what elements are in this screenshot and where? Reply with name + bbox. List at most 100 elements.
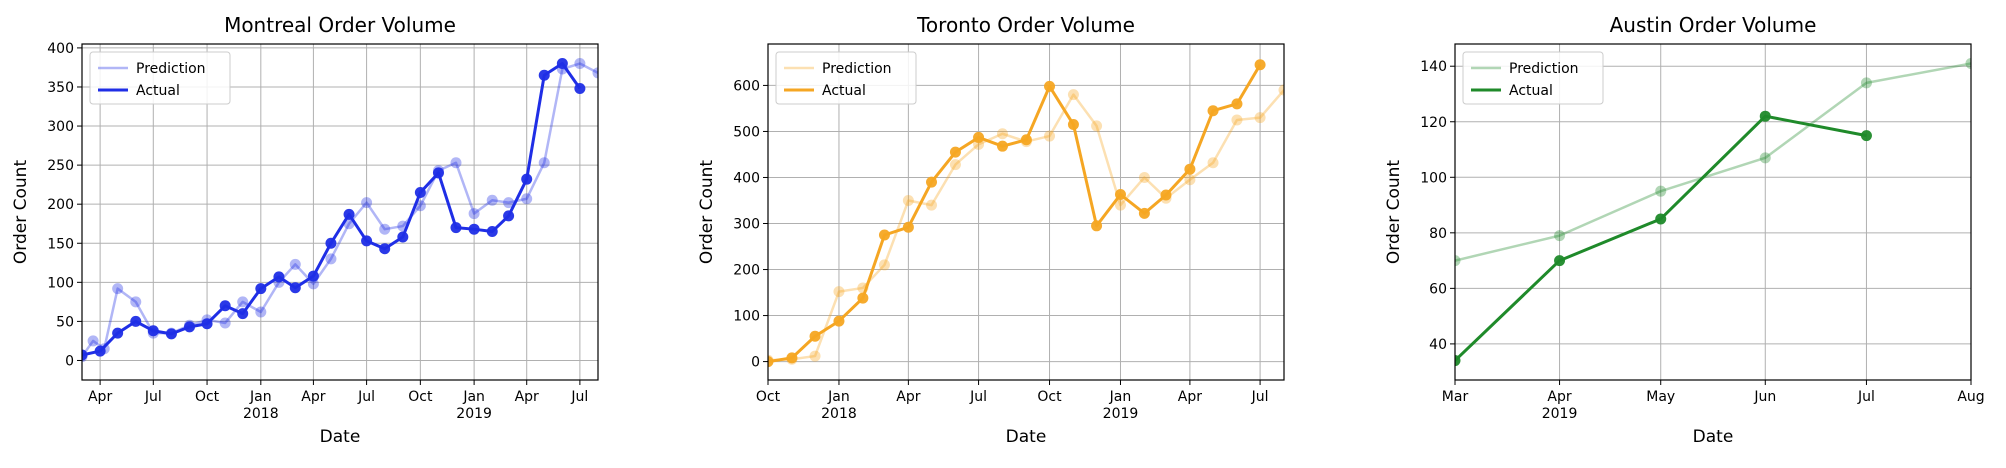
chart-1-series-actual-point bbox=[1091, 220, 1103, 232]
chart-0-series-prediction-point bbox=[87, 335, 99, 347]
chart-0-xtick-label: Jul bbox=[570, 389, 588, 405]
chart-1-ytick-label: 100 bbox=[733, 309, 760, 325]
chart-0-xtick-label: Oct bbox=[408, 389, 433, 405]
chart-0-series-prediction-point bbox=[255, 306, 267, 318]
chart-0-series-actual-line bbox=[82, 62, 582, 357]
chart-1-xtick-year-label: 2018 bbox=[821, 406, 857, 422]
chart-2-series-actual-point bbox=[1655, 213, 1667, 225]
chart-1-series-actual-point bbox=[768, 356, 774, 368]
chart-1-xtick-label: Jul bbox=[969, 389, 987, 405]
chart-0-ytick-label: 100 bbox=[47, 275, 74, 291]
chart-1-xtick-label: Oct bbox=[1037, 389, 1062, 405]
chart-0-series-actual-point bbox=[486, 226, 498, 238]
chart-0-series-prediction-point bbox=[289, 258, 301, 270]
chart-0-series-actual-point bbox=[219, 300, 231, 312]
chart-1-series-prediction-point bbox=[1138, 171, 1150, 183]
chart-0-series-prediction-point bbox=[450, 157, 462, 169]
chart-0-series-prediction-point bbox=[237, 296, 249, 308]
chart-1-plot-area bbox=[768, 59, 1284, 368]
chart-0-ytick-label: 150 bbox=[47, 236, 74, 252]
chart-0-title: Montreal Order Volume bbox=[224, 13, 456, 37]
chart-1-ytick-label: 500 bbox=[733, 124, 760, 140]
chart-0-series-actual-point bbox=[556, 58, 568, 70]
chart-1-series-actual-point bbox=[949, 146, 961, 158]
chart-1-xtick-year-label: 2019 bbox=[1103, 406, 1139, 422]
chart-0-series-actual-point bbox=[165, 328, 177, 340]
chart-0-xtick-label: Jul bbox=[144, 389, 162, 405]
chart-0-series-actual-point bbox=[289, 282, 301, 294]
chart-1-series-prediction-point bbox=[1184, 174, 1196, 186]
chart-2-xtick-year-label: 2019 bbox=[1542, 406, 1578, 422]
chart-0-axes-frame bbox=[81, 43, 599, 381]
chart-0-xtick-label: Oct bbox=[195, 389, 220, 405]
chart-0-series-actual-point bbox=[397, 231, 409, 243]
chart-0-series-actual-point bbox=[468, 223, 480, 235]
chart-0-series-actual-point bbox=[450, 222, 462, 234]
chart-0-ytick-label: 200 bbox=[47, 197, 74, 213]
chart-0-series-actual-point bbox=[237, 308, 249, 320]
chart-1-series-prediction-point bbox=[1278, 84, 1284, 96]
chart-2-series-prediction-point bbox=[1759, 152, 1771, 164]
chart-2-ytick-label: 100 bbox=[1420, 170, 1447, 186]
chart-1-series-actual-point bbox=[973, 131, 985, 143]
chart-1-series-prediction-point bbox=[1114, 199, 1126, 211]
chart-1-ylabel: Order Count bbox=[697, 160, 717, 265]
chart-1-series-actual-point bbox=[1044, 80, 1056, 92]
chart-2-series-actual-point bbox=[1759, 110, 1771, 122]
chart-1-series-actual-point bbox=[809, 330, 821, 342]
chart-0-series-actual-point bbox=[273, 271, 285, 283]
chart-1-axes-frame bbox=[767, 43, 1285, 381]
chart-1-series-prediction-point bbox=[1207, 157, 1219, 169]
chart-1-series-prediction-point bbox=[926, 199, 938, 211]
chart-2-plot-area bbox=[1455, 57, 1971, 367]
chart-2-xtick-label: May bbox=[1646, 389, 1675, 405]
chart-0-series-prediction-point bbox=[592, 67, 598, 79]
chart-1-series-actual-point bbox=[996, 140, 1008, 152]
chart-0-legend-label-prediction: Prediction bbox=[136, 61, 206, 77]
chart-0-ytick-label: 50 bbox=[56, 314, 74, 330]
chart-2-xtick-label: Jul bbox=[1857, 389, 1875, 405]
chart-0-xtick-year-label: 2018 bbox=[243, 406, 279, 422]
chart-0-series-prediction-point bbox=[130, 296, 142, 308]
chart-2-xtick-label: Aug bbox=[1957, 389, 1984, 405]
chart-2-xtick-label: Mar bbox=[1442, 389, 1469, 405]
chart-0-legend-label-actual: Actual bbox=[136, 83, 180, 99]
chart-0-ytick-label: 300 bbox=[47, 119, 74, 135]
chart-2-ytick-label: 80 bbox=[1429, 226, 1447, 242]
chart-1-series-actual-point bbox=[878, 229, 890, 241]
chart-1-title: Toronto Order Volume bbox=[916, 13, 1135, 37]
chart-1-ytick-label: 400 bbox=[733, 170, 760, 186]
chart-2-axes-frame bbox=[1454, 43, 1972, 381]
chart-0-series-actual-point bbox=[255, 283, 267, 295]
chart-1-ytick-label: 0 bbox=[751, 355, 760, 371]
chart-1-series-actual-point bbox=[926, 176, 938, 188]
chart-1-series-prediction-point bbox=[1044, 130, 1056, 142]
chart-0-series-actual-point bbox=[130, 315, 142, 327]
chart-1-xtick-label: Jan bbox=[1109, 389, 1132, 405]
chart-2-series-prediction-point bbox=[1554, 230, 1566, 242]
chart-0-xtick-label: Jul bbox=[357, 389, 375, 405]
chart-0-series-actual-point bbox=[184, 321, 196, 333]
chart-2-title: Austin Order Volume bbox=[1610, 13, 1817, 37]
chart-0-xtick-label: Apr bbox=[301, 389, 325, 405]
chart-0-series-prediction-point bbox=[361, 197, 373, 209]
chart-1-series-prediction-point bbox=[996, 128, 1008, 140]
chart-1-ytick-label: 200 bbox=[733, 263, 760, 279]
chart-1-series-prediction-point bbox=[809, 350, 821, 362]
chart-1-xtick-label: Apr bbox=[896, 389, 920, 405]
chart-2-series-prediction-point bbox=[1655, 185, 1667, 197]
chart-1-series-prediction-point bbox=[1067, 89, 1079, 101]
chart-2-xtick-label: Jun bbox=[1753, 389, 1776, 405]
chart-0-series-actual-point bbox=[343, 208, 355, 220]
chart-0-series-prediction-point bbox=[307, 278, 319, 290]
chart-1-series-actual-point bbox=[1020, 134, 1032, 146]
chart-2-ytick-label: 40 bbox=[1429, 337, 1447, 353]
chart-2-series-prediction-point bbox=[1860, 77, 1872, 89]
chart-1-series-prediction-point bbox=[1254, 112, 1266, 124]
chart-2-ytick-label: 140 bbox=[1420, 59, 1447, 75]
chart-1-series-prediction-point bbox=[949, 159, 961, 171]
chart-0-ytick-label: 0 bbox=[65, 353, 74, 369]
chart-2-series-prediction-line bbox=[1455, 62, 1971, 262]
chart-2-series-actual-point bbox=[1455, 355, 1461, 367]
chart-2-xlabel: Date bbox=[1693, 427, 1734, 447]
